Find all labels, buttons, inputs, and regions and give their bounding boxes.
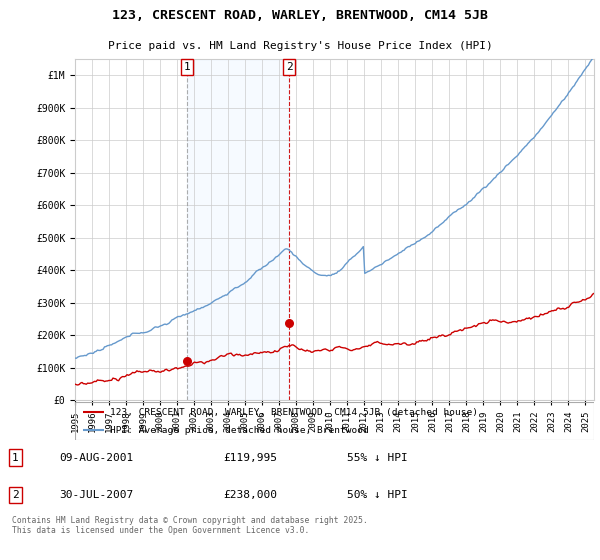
Point <box>284 319 294 328</box>
Text: Contains HM Land Registry data © Crown copyright and database right 2025.
This d: Contains HM Land Registry data © Crown c… <box>12 516 368 535</box>
Text: 1: 1 <box>12 453 19 463</box>
Text: HPI: Average price, detached house, Brentwood: HPI: Average price, detached house, Bren… <box>110 426 369 435</box>
Text: 2: 2 <box>286 62 292 72</box>
Text: 123, CRESCENT ROAD, WARLEY, BRENTWOOD, CM14 5JB: 123, CRESCENT ROAD, WARLEY, BRENTWOOD, C… <box>112 9 488 22</box>
Point <box>182 357 192 366</box>
Text: 30-JUL-2007: 30-JUL-2007 <box>59 490 133 500</box>
Text: 2: 2 <box>12 490 19 500</box>
Bar <box>187 59 289 400</box>
Text: 50% ↓ HPI: 50% ↓ HPI <box>347 490 408 500</box>
Text: £119,995: £119,995 <box>224 453 278 463</box>
Text: 123, CRESCENT ROAD, WARLEY, BRENTWOOD, CM14 5JB (detached house): 123, CRESCENT ROAD, WARLEY, BRENTWOOD, C… <box>110 408 478 417</box>
Text: £238,000: £238,000 <box>224 490 278 500</box>
Text: 1: 1 <box>184 62 191 72</box>
Text: 55% ↓ HPI: 55% ↓ HPI <box>347 453 408 463</box>
Text: 09-AUG-2001: 09-AUG-2001 <box>59 453 133 463</box>
Text: Price paid vs. HM Land Registry's House Price Index (HPI): Price paid vs. HM Land Registry's House … <box>107 41 493 51</box>
